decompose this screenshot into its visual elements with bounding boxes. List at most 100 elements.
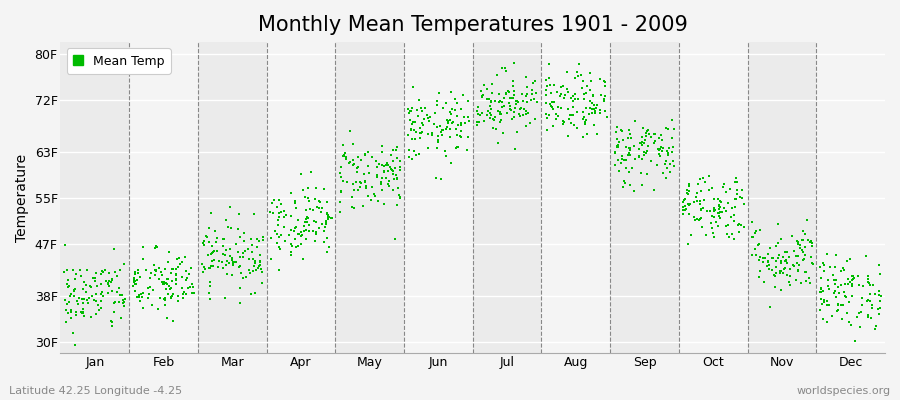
Point: [104, 318, 118, 324]
Point: [320, 210, 334, 216]
Point: [825, 272, 840, 278]
Point: [115, 300, 130, 307]
Point: [218, 252, 232, 258]
Point: [310, 230, 324, 237]
Point: [169, 276, 184, 282]
Point: [636, 139, 651, 146]
Point: [370, 164, 384, 170]
Point: [176, 295, 191, 302]
Point: [302, 228, 316, 234]
Point: [111, 289, 125, 296]
Point: [855, 302, 869, 308]
Point: [778, 258, 793, 264]
Point: [718, 208, 733, 214]
Point: [718, 189, 733, 196]
Point: [796, 256, 811, 262]
Point: [160, 315, 175, 321]
Point: [69, 312, 84, 318]
Point: [728, 179, 742, 185]
Point: [231, 226, 246, 232]
Point: [284, 249, 298, 255]
Point: [470, 122, 484, 128]
Point: [647, 187, 662, 194]
Point: [130, 294, 144, 300]
Point: [312, 197, 327, 204]
Point: [593, 75, 608, 82]
Point: [688, 213, 702, 220]
Point: [127, 275, 141, 281]
Point: [392, 158, 407, 164]
Point: [712, 206, 726, 212]
Point: [176, 295, 190, 302]
Title: Monthly Mean Temperatures 1901 - 2009: Monthly Mean Temperatures 1901 - 2009: [257, 15, 688, 35]
Point: [860, 312, 875, 319]
Point: [482, 108, 496, 114]
Point: [404, 126, 419, 132]
Point: [229, 241, 243, 247]
Point: [94, 304, 109, 311]
Point: [380, 160, 394, 166]
Point: [229, 259, 243, 266]
Point: [95, 268, 110, 274]
Point: [198, 266, 212, 272]
Point: [171, 293, 185, 299]
Point: [507, 60, 521, 66]
Point: [157, 296, 171, 302]
Point: [373, 161, 387, 167]
Point: [749, 252, 763, 258]
Point: [580, 83, 595, 89]
Point: [428, 110, 443, 117]
Point: [413, 130, 428, 136]
Point: [732, 221, 746, 227]
Bar: [472, 42, 542, 353]
Point: [790, 268, 805, 274]
Point: [320, 234, 334, 241]
Point: [407, 127, 421, 133]
Point: [368, 193, 382, 200]
Point: [302, 198, 316, 204]
Point: [778, 264, 792, 271]
Point: [872, 262, 886, 268]
Point: [390, 155, 404, 161]
Point: [415, 108, 429, 114]
Point: [579, 117, 593, 123]
Point: [492, 98, 507, 104]
Point: [626, 188, 641, 194]
Point: [116, 303, 130, 310]
Point: [482, 115, 497, 121]
Point: [207, 257, 221, 263]
Point: [681, 200, 696, 207]
Point: [865, 302, 879, 308]
Point: [164, 284, 178, 291]
Point: [634, 134, 649, 140]
Point: [68, 309, 83, 316]
Point: [676, 203, 690, 210]
Point: [333, 170, 347, 176]
Point: [421, 145, 436, 152]
Point: [58, 242, 73, 248]
Point: [405, 121, 419, 128]
Point: [362, 170, 376, 176]
Point: [513, 104, 527, 111]
Point: [860, 276, 875, 282]
Text: worldspecies.org: worldspecies.org: [796, 386, 891, 396]
Point: [134, 291, 148, 298]
Point: [113, 315, 128, 321]
Point: [706, 205, 721, 211]
Point: [309, 185, 323, 192]
Point: [321, 244, 336, 250]
Point: [820, 298, 834, 304]
Point: [271, 222, 285, 228]
Point: [597, 78, 611, 84]
Point: [557, 95, 572, 102]
Point: [492, 118, 507, 125]
Point: [573, 72, 588, 78]
Point: [716, 205, 731, 211]
Point: [486, 116, 500, 122]
Point: [358, 182, 373, 189]
Point: [493, 117, 508, 124]
Point: [644, 158, 659, 164]
Point: [598, 108, 613, 115]
Point: [852, 282, 867, 288]
Point: [814, 285, 828, 291]
